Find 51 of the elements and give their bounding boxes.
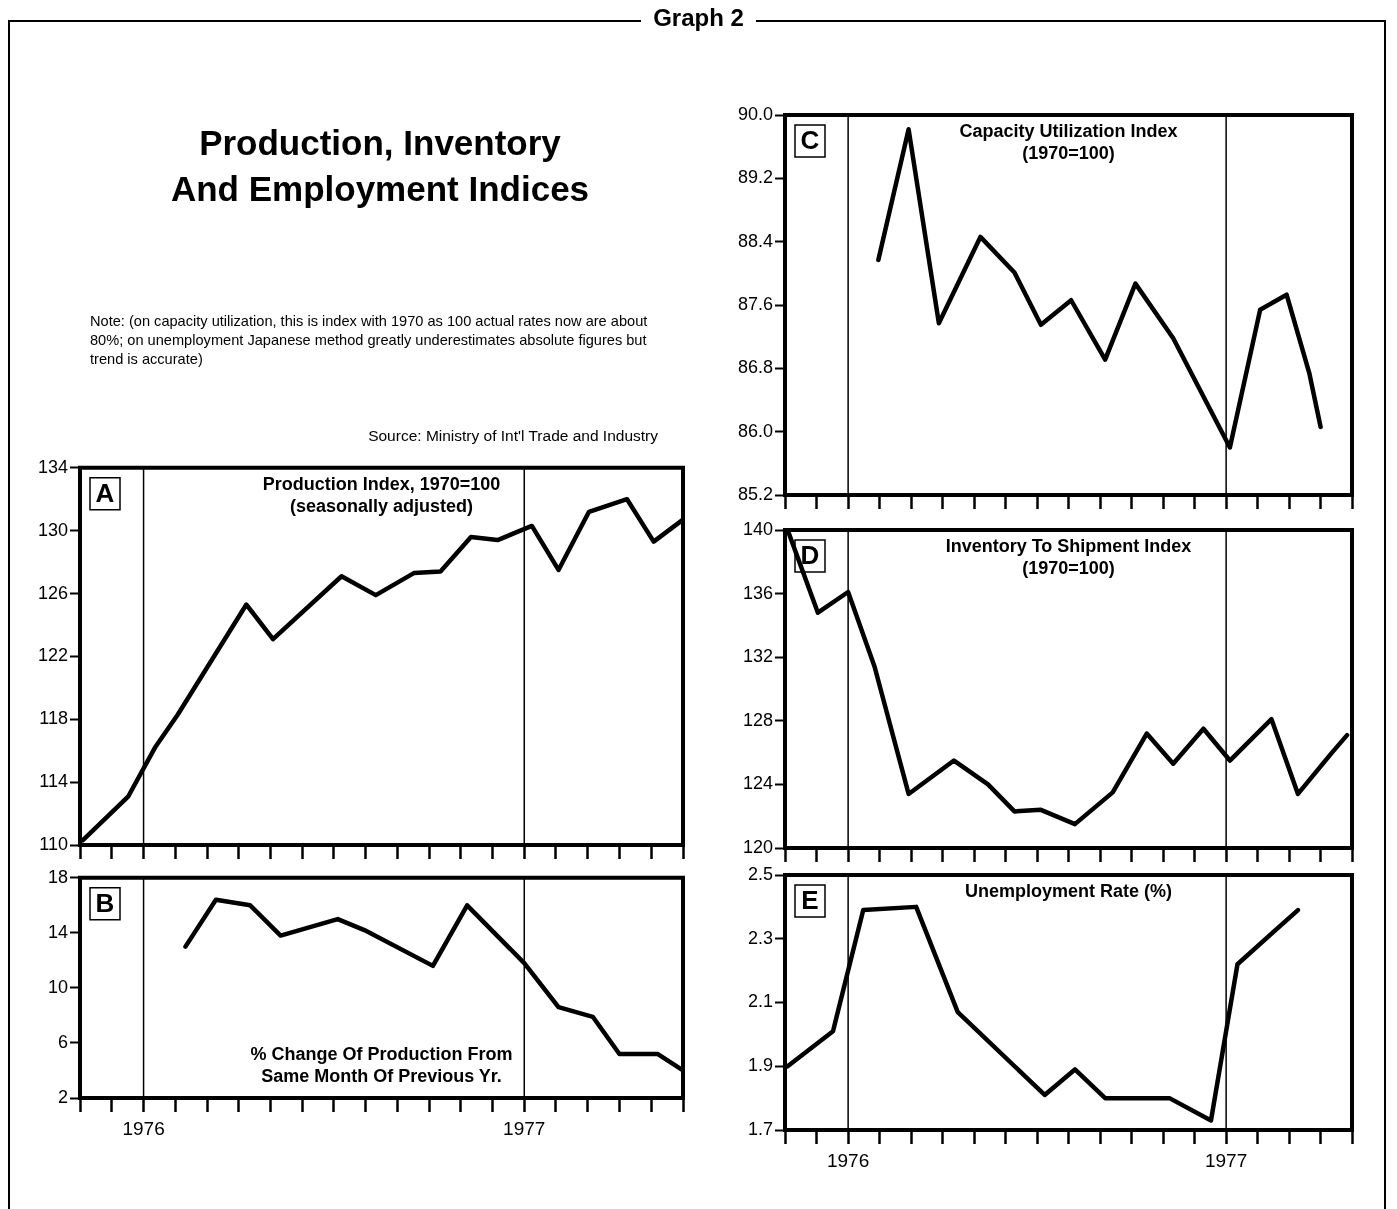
annotation: C bbox=[800, 125, 820, 156]
y-tick-label: 90.0 bbox=[737, 103, 773, 124]
chart-title: Capacity Utilization Index bbox=[959, 120, 1178, 141]
y-tick-label: 118 bbox=[39, 708, 68, 729]
y-tick-label: 126 bbox=[37, 582, 68, 603]
y-tick-label: 2.5 bbox=[747, 863, 773, 884]
x-tick-label: 1976 bbox=[826, 1149, 870, 1171]
annotation: B bbox=[95, 887, 115, 918]
y-tick-label: 2.3 bbox=[747, 927, 773, 948]
y-tick-label: 114 bbox=[39, 771, 68, 792]
text: (seasonally adjusted) bbox=[289, 495, 474, 516]
y-tick-label: 18 bbox=[47, 866, 68, 887]
y-tick-label: 2.1 bbox=[747, 991, 773, 1012]
y-tick-label: 132 bbox=[742, 646, 773, 667]
text: Note: (on capacity utilization, this is index with 1970 as 100 actual rates now are about 80%; on unemployment Japanese method greatly underestimates absolute figures but trend is accurate) bbox=[90, 312, 649, 369]
annotation: D bbox=[800, 540, 820, 571]
y-tick-label: 85.2 bbox=[737, 483, 773, 504]
y-tick-label: 2 bbox=[57, 1086, 68, 1107]
text: Graph 2 bbox=[641, 4, 756, 31]
y-tick-label: 124 bbox=[742, 773, 773, 794]
x-tick-label: 1977 bbox=[503, 1117, 546, 1139]
y-tick-label: 128 bbox=[742, 709, 773, 730]
y-tick-label: 136 bbox=[742, 582, 773, 603]
y-tick-label: 130 bbox=[37, 519, 68, 540]
y-tick-label: 140 bbox=[742, 518, 773, 539]
y-tick-label: 14 bbox=[47, 921, 68, 942]
text: (1970=100) bbox=[1022, 142, 1115, 163]
source-note: Source: Ministry of Int'l Trade and Industry bbox=[367, 427, 658, 445]
chart-title: Unemployment Rate (%) bbox=[964, 880, 1173, 901]
y-tick-label: 89.2 bbox=[737, 167, 773, 188]
annotation: A bbox=[95, 477, 115, 508]
chart-title: Inventory To Shipment Index bbox=[945, 535, 1192, 556]
x-tick-label: 1977 bbox=[1204, 1149, 1248, 1171]
x-tick-label: 1976 bbox=[122, 1117, 165, 1139]
y-tick-label: 1.9 bbox=[747, 1055, 773, 1076]
y-tick-label: 120 bbox=[742, 836, 773, 857]
annotation: E bbox=[801, 885, 819, 916]
y-tick-label: 10 bbox=[47, 976, 68, 997]
y-tick-label: 134 bbox=[37, 456, 68, 477]
text: (1970=100) bbox=[1022, 557, 1115, 578]
text: Production, Inventory And Employment Indices bbox=[170, 122, 590, 210]
y-tick-label: 86.0 bbox=[737, 420, 773, 441]
chart-title: Production Index, 1970=100 bbox=[262, 473, 501, 494]
y-tick-label: 6 bbox=[57, 1031, 68, 1052]
y-tick-label: 86.8 bbox=[737, 357, 773, 378]
y-tick-label: 110 bbox=[39, 833, 68, 854]
y-tick-label: 1.7 bbox=[747, 1118, 773, 1139]
y-tick-label: 88.4 bbox=[737, 230, 773, 251]
text: % Change Of Production From Same Month Of Previous Yr. bbox=[250, 1043, 513, 1086]
y-tick-label: 87.6 bbox=[737, 293, 773, 314]
y-tick-label: 122 bbox=[37, 645, 68, 666]
